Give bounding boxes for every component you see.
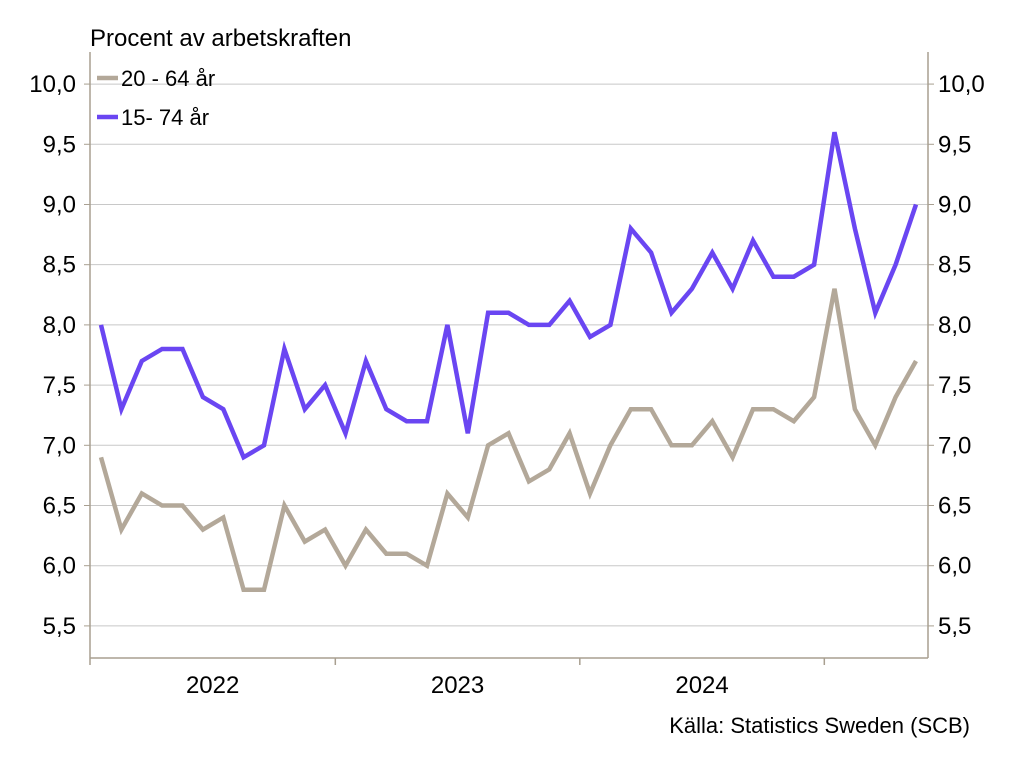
axes [84,52,934,665]
y-tick-label-right: 8,0 [938,312,971,339]
x-tick-label: 2024 [675,672,728,699]
legend: 20 - 64 år 15- 74 år [97,66,215,130]
y-tick-label-right: 9,5 [938,131,971,158]
x-axis-labels: 2022 2023 2024 [186,672,729,699]
y-tick-label-left: 10,0 [29,71,76,98]
y-tick-label-right: 7,5 [938,372,971,399]
chart-title: Procent av arbetskraften [90,25,351,52]
y-tick-label-left: 8,0 [43,312,76,339]
grid-lines [90,83,928,627]
y-tick-label-left: 7,5 [43,372,76,399]
y-tick-label-right: 10,0 [938,71,985,98]
y-tick-label-left: 9,0 [43,191,76,218]
y-tick-label-left: 8,5 [43,252,76,279]
y-tick-label-left: 5,5 [43,613,76,640]
y-tick-label-right: 8,5 [938,252,971,279]
series-lines [98,131,919,593]
y-tick-label-right: 7,0 [938,432,971,459]
x-tick-label: 2022 [186,672,239,699]
series-line-2 [98,131,919,461]
y-tick-label-left: 9,5 [43,131,76,158]
y-tick-label-right: 9,0 [938,191,971,218]
y-tick-label-right: 5,5 [938,613,971,640]
y-axis-right-labels: 10,0 9,5 9,0 8,5 8,0 7,5 7,0 6,5 6,0 5,5 [938,71,985,640]
y-tick-label-left: 6,5 [43,492,76,519]
y-tick-label-left: 7,0 [43,432,76,459]
y-tick-label-right: 6,0 [938,553,971,580]
legend-label-2: 15- 74 år [121,105,209,130]
y-tick-label-left: 6,0 [43,553,76,580]
series-line-1 [98,288,918,593]
source-note: Källa: Statistics Sweden (SCB) [669,713,970,738]
y-tick-label-right: 6,5 [938,492,971,519]
y-axis-left-labels: 10,0 9,5 9,0 8,5 8,0 7,5 7,0 6,5 6,0 5,5 [29,71,76,640]
legend-label-1: 20 - 64 år [121,66,215,91]
x-tick-label: 2023 [431,672,484,699]
